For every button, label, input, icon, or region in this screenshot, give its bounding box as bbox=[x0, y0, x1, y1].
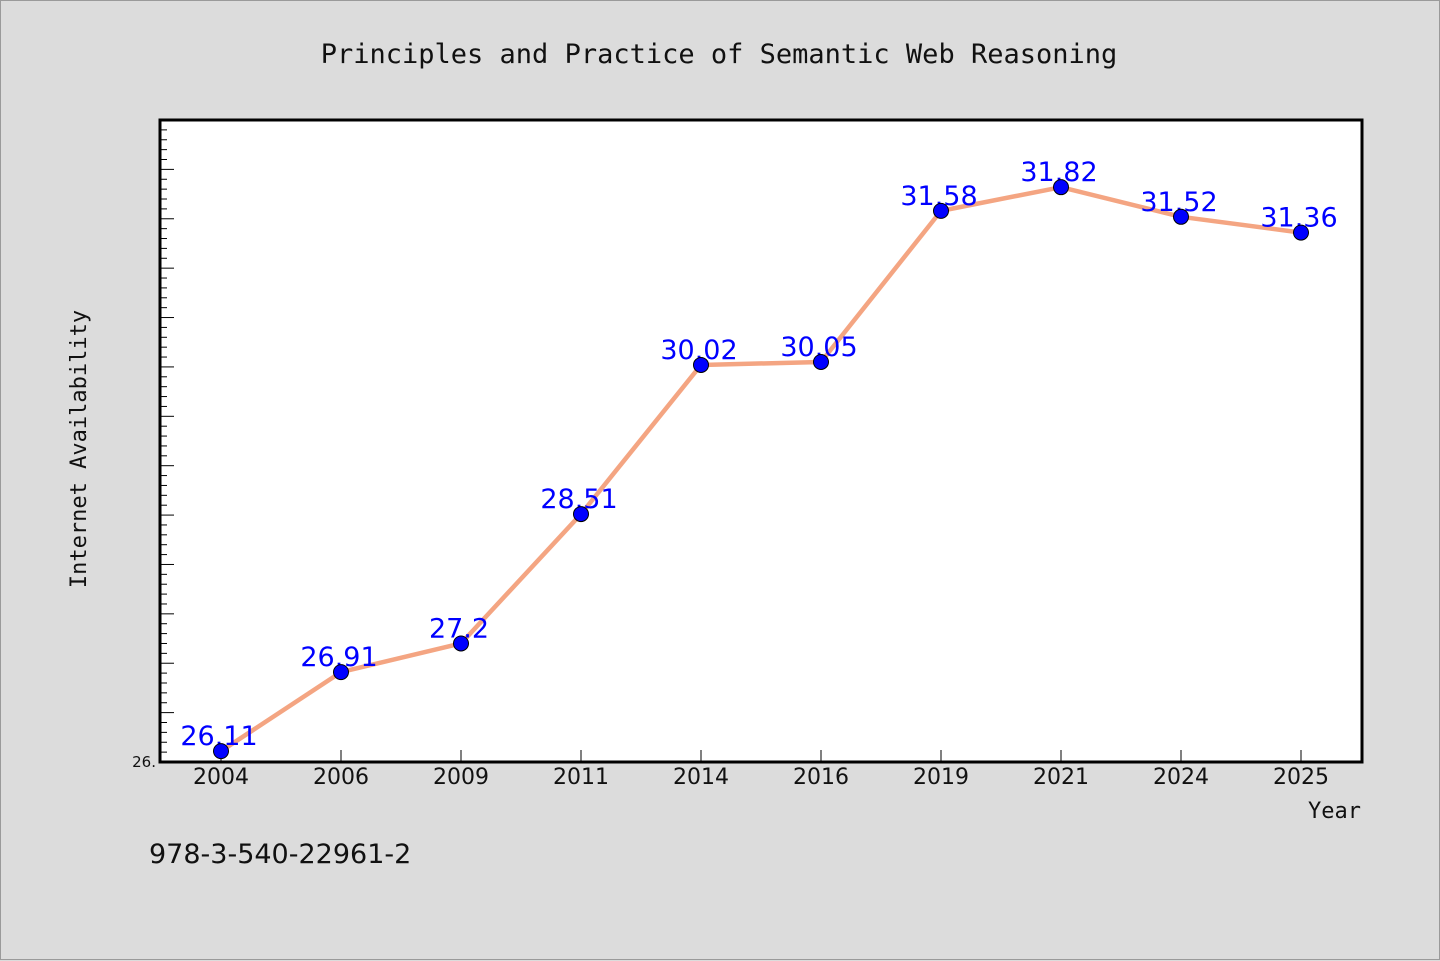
chart-title: Principles and Practice of Semantic Web … bbox=[321, 39, 1118, 70]
series-line bbox=[218, 184, 1304, 754]
y-axis-ticks bbox=[160, 119, 174, 763]
footer-isbn: 978-3-540-22961-2 bbox=[149, 839, 411, 870]
data-point bbox=[1053, 179, 1069, 196]
data-point bbox=[933, 202, 949, 219]
x-tick-label: 2019 bbox=[913, 765, 969, 790]
data-points bbox=[213, 179, 1309, 760]
x-tick-label: 2011 bbox=[553, 765, 609, 790]
y-axis-label: Internet Availability bbox=[67, 310, 92, 588]
data-point bbox=[813, 353, 829, 370]
x-tick-label: 2021 bbox=[1033, 765, 1089, 790]
x-tick-label: 2016 bbox=[793, 765, 849, 790]
data-point bbox=[693, 356, 709, 373]
x-tick-label: 2014 bbox=[673, 765, 729, 790]
x-axis-label: Year bbox=[1308, 799, 1361, 824]
plot-area bbox=[158, 118, 1364, 764]
data-point bbox=[573, 506, 589, 523]
data-point bbox=[453, 635, 469, 652]
data-point bbox=[1173, 208, 1189, 225]
data-point bbox=[213, 743, 229, 760]
data-point bbox=[1293, 224, 1309, 241]
x-tick-label: 2025 bbox=[1273, 765, 1329, 790]
x-axis: 2004 2006 2009 2011 2014 2016 2019 2021 2024 2025 bbox=[193, 750, 1329, 790]
x-tick-label: 2009 bbox=[433, 765, 489, 790]
x-tick-label: 2024 bbox=[1153, 765, 1209, 790]
data-point bbox=[333, 664, 349, 681]
x-tick-label: 2006 bbox=[313, 765, 369, 790]
series-line-group bbox=[218, 184, 1304, 754]
x-tick-label: 2004 bbox=[193, 765, 249, 790]
y-tick-label: 26. bbox=[132, 753, 156, 771]
